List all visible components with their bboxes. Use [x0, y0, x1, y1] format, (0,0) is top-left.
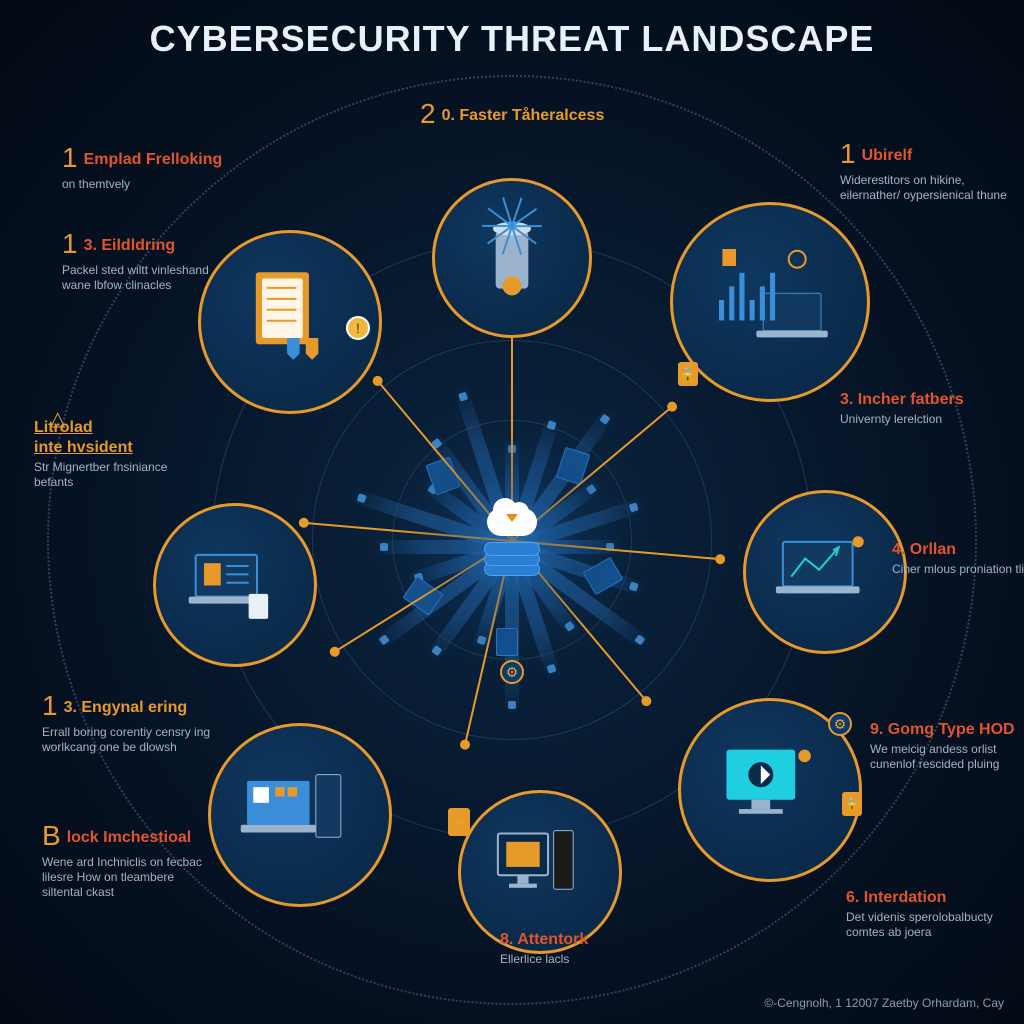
laptop-charts-icon — [685, 215, 855, 390]
triangle-icon: △ — [50, 406, 65, 431]
label-number: 1 — [62, 228, 78, 259]
label-number: 2 — [420, 98, 436, 129]
label-title: Ubirelf — [862, 147, 913, 164]
threat-node — [153, 503, 317, 667]
label-title: 3. Incher fatbers — [840, 391, 964, 408]
label-number: B — [42, 820, 61, 851]
cloud-stack-icon — [476, 504, 548, 576]
label-subtitle: Packel sted wiltt vinleshand wane lbfow … — [62, 263, 232, 293]
threat-label: 4. Orllan Ciner mlous proniation tlirding — [892, 540, 1024, 577]
threat-label: 1 3. Eildldring Packel sted wiltt vinlesha… — [62, 226, 262, 293]
label-subtitle: Widerestitors on hikine, eilernather/ oy… — [840, 173, 1010, 203]
label-number: 1 — [42, 690, 58, 721]
lock-icon: 🔒 — [678, 362, 698, 386]
label-number: 1 — [840, 138, 856, 169]
laptop-graph-icon — [755, 500, 894, 644]
threat-label: 6. Interdation Det videnis sperolobalbuct… — [846, 888, 1016, 940]
orbit-badge-icon: ⚙ — [500, 660, 524, 684]
label-subtitle: Ciner mlous proniation tlirding — [892, 562, 1024, 577]
laptop-doc-icon — [165, 513, 304, 657]
threat-node — [743, 490, 907, 654]
label-title: 3. Engynal ering — [64, 699, 188, 716]
label-title: 0. Faster Tåheralcess — [442, 107, 605, 124]
threat-label: 2 0. Faster Tåheralcess — [420, 96, 620, 131]
doc-badge-icon: ≡ — [448, 808, 470, 836]
threat-label: 1 3. Engynal ering Errall boring corentiy … — [42, 688, 242, 755]
threat-label: 1 Emplad Frelloking on themtvely — [62, 140, 262, 192]
label-title: 9. Gomg Type HOD — [870, 721, 1015, 738]
threat-label: 8. Attentork Ellerlice lacls — [500, 930, 700, 967]
monitor-tower-icon — [470, 800, 609, 944]
label-subtitle: We meicig andess orlist cunenlof rescide… — [870, 742, 1024, 772]
footer-credit: ©-Cengnolh, 1 12007 Zaetby Orhardam, Cay — [764, 996, 1004, 1010]
label-title: Emplad Frelloking — [84, 151, 223, 168]
threat-label: 9. Gomg Type HOD We meicig andess orlist … — [870, 720, 1024, 772]
label-subtitle: Str Mignertber fnsiniance befants — [34, 460, 204, 490]
label-subtitle: Det videnis sperolobalbucty comtes ab jo… — [846, 910, 1016, 940]
label-subtitle: Wene ard Inchniclis on fecbac lilesre Ho… — [42, 855, 212, 900]
threat-label: 1 Ubirelf Widerestitors on hikine, eilerna… — [840, 136, 1010, 203]
page-title: CYBERSECURITY THREAT LANDSCAPE — [0, 18, 1024, 60]
laptop-tower-icon — [222, 734, 378, 895]
alert-badge-icon: ! — [346, 316, 370, 340]
lock-icon: 🔒 — [842, 792, 862, 816]
label-subtitle: Errall boring corentiy censry ing worlkc… — [42, 725, 212, 755]
threat-label: Block Imchestioal Wene ard Inchniclis on … — [42, 818, 242, 900]
label-title: 3. Eildldring — [84, 237, 176, 254]
label-title: 8. Attentork — [500, 931, 588, 948]
label-number: 1 — [62, 142, 78, 173]
label-subtitle: Univernty lerelction — [840, 412, 1010, 427]
threat-node — [432, 178, 592, 338]
label-title: inte hvsident — [34, 439, 133, 456]
label-title: lock Imchestioal — [67, 829, 192, 846]
threat-node — [670, 202, 870, 402]
label-subtitle: Ellerlice lacls — [500, 952, 670, 967]
monitor-lock-icon — [692, 709, 848, 870]
label-title: 4. Orllan — [892, 541, 956, 558]
label-title: 6. Interdation — [846, 889, 946, 906]
gear-icon: ⚙ — [828, 712, 852, 736]
server-beam-icon — [444, 188, 580, 329]
threat-label: 3. Incher fatbers Univernty lerelction — [840, 390, 1010, 427]
label-subtitle: on themtvely — [62, 177, 232, 192]
